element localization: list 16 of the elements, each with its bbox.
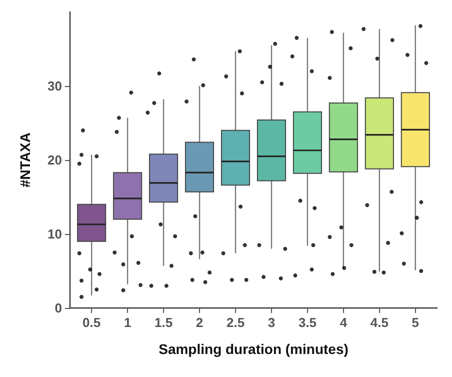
y-tick-label: 30 (48, 78, 62, 94)
x-tick-label: 0.5 (82, 315, 101, 330)
x-axis-title: Sampling duration (minutes) (158, 341, 348, 357)
y-tick-label: 0 (54, 300, 62, 316)
y-tick-label: 10 (48, 226, 62, 242)
y-axis-title: #NTAXA (17, 132, 33, 188)
x-tick-label: 3 (268, 315, 276, 330)
y-tick-label: 20 (48, 152, 62, 168)
x-tick-label: 3.5 (298, 315, 317, 330)
x-tick-label: 2.5 (226, 315, 245, 330)
x-tick-label: 2 (196, 315, 204, 330)
x-tick-label: 1.5 (154, 315, 173, 330)
x-tick-label: 4.5 (370, 315, 388, 330)
x-tick-label: 5 (412, 315, 420, 330)
x-tick-label: 4 (340, 315, 348, 330)
x-tick-label: 1 (124, 315, 132, 330)
